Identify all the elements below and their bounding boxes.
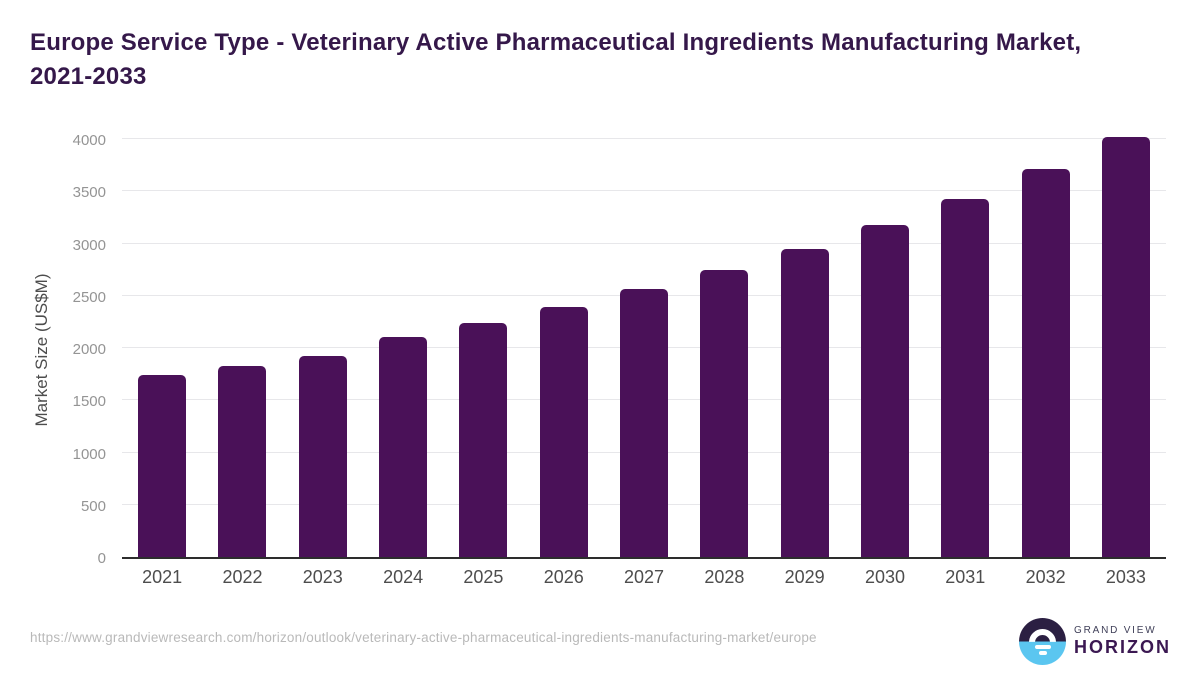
x-tick-label-2031: 2031	[945, 567, 986, 587]
y-tick-label: 3000	[72, 236, 106, 254]
y-tick-label: 2500	[72, 288, 106, 306]
source-url: https://www.grandviewresearch.com/horizo…	[30, 630, 817, 645]
bar-2028	[700, 269, 749, 557]
logo-grand-view-text: GRAND VIEW	[1074, 625, 1157, 636]
bar-slot-2033	[1086, 137, 1166, 557]
x-tick-label-2022: 2022	[222, 567, 263, 587]
bar-2033	[1101, 137, 1150, 557]
y-tick-label: 1500	[72, 393, 106, 411]
horizon-line-2	[1038, 651, 1047, 655]
x-tick-label-2033: 2033	[1105, 567, 1146, 587]
logo-wordmark: GRAND VIEW HORIZON	[1074, 625, 1171, 658]
bar-2023	[298, 356, 347, 557]
bar-slot-2030	[845, 141, 925, 557]
sun-arc-shape	[1029, 628, 1056, 642]
x-axis-tick-labels: 2021 2022 2023 2024 2025 2026 2027 2028 2029 2030…	[122, 567, 1166, 588]
y-tick-label: 1000	[72, 445, 106, 463]
gridline	[122, 190, 1166, 192]
chart-title-line2: 2021-2033	[30, 63, 147, 90]
x-tick-label-2026: 2026	[543, 567, 584, 587]
horizon-line-1	[1034, 645, 1051, 649]
y-tick-label: 0	[97, 550, 106, 567]
bar-slot-2025	[443, 141, 523, 557]
x-tick-label-2028: 2028	[704, 567, 745, 587]
bar-2032	[1021, 169, 1070, 557]
bar-slot-2022	[202, 141, 282, 557]
chart-title: Europe Service Type - Veterinary Active …	[30, 26, 1175, 94]
x-tick-label-2023: 2023	[302, 567, 343, 587]
bar-2022	[218, 365, 267, 557]
bar-slot-2029	[765, 141, 845, 557]
y-tick-label: 4000	[72, 132, 106, 149]
x-tick-label-2030: 2030	[864, 567, 905, 587]
bar-slot-2028	[684, 141, 764, 557]
bar-2027	[620, 288, 669, 557]
bar-2031	[941, 198, 990, 557]
x-tick-label-2027: 2027	[624, 567, 665, 587]
bar-slot-2027	[604, 141, 684, 557]
x-tick-label-2025: 2025	[463, 567, 504, 587]
gridline	[122, 242, 1166, 244]
bar-2029	[780, 248, 829, 557]
y-axis-tick-labels: 0 500 1000 1500 2000 2500 3000 3500 4000	[30, 132, 106, 567]
bar-2030	[860, 224, 909, 557]
bar-2025	[459, 322, 508, 557]
bar-2026	[539, 306, 588, 557]
bar-series	[122, 137, 1166, 557]
logo-horizon-text: HORIZON	[1074, 637, 1171, 657]
bar-slot-2024	[363, 141, 443, 557]
chart-title-line1: Europe Service Type - Veterinary Active …	[30, 29, 1082, 56]
x-tick-label-2024: 2024	[383, 567, 424, 587]
bar-slot-2021	[122, 141, 202, 557]
horizon-sunrise-icon	[1019, 618, 1066, 665]
bar-slot-2032	[1005, 141, 1085, 557]
bar-2021	[138, 375, 187, 557]
bar-2024	[379, 336, 428, 557]
x-tick-label-2032: 2032	[1025, 567, 1066, 587]
bar-slot-2023	[283, 141, 363, 557]
y-tick-label: 2000	[72, 341, 106, 358]
bar-slot-2026	[524, 141, 604, 557]
x-tick-label-2029: 2029	[784, 567, 825, 587]
y-tick-label: 500	[80, 497, 106, 515]
x-tick-label-2021: 2021	[142, 567, 183, 587]
grand-view-horizon-logo: GRAND VIEW HORIZON	[1019, 618, 1171, 665]
gridline	[122, 138, 1166, 139]
plot-area	[122, 137, 1166, 559]
y-tick-label: 3500	[72, 184, 106, 202]
bar-slot-2031	[925, 141, 1005, 557]
